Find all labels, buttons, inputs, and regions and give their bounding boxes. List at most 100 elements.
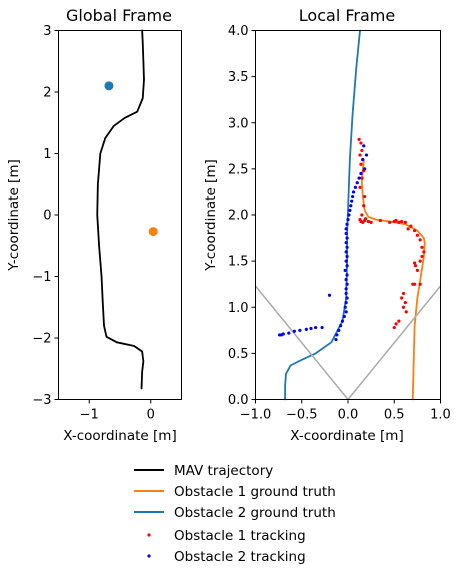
local-x-tick-label: 0.0 <box>338 408 359 423</box>
local-y-tick-label: 2.0 <box>228 209 249 224</box>
local-obstacle-2-tracking-point <box>344 231 348 236</box>
local-obstacle-2-tracking-point <box>355 181 359 185</box>
local-obstacle-1-tracking-point <box>403 220 407 224</box>
local-obstacle-2-tracking-point <box>345 296 349 300</box>
global-frame-axes-box <box>58 30 182 400</box>
global-obstacle-2-position-marker <box>104 81 114 91</box>
local-obstacle-2-tracking-point <box>309 326 313 331</box>
local-obstacle-2-tracking-point <box>344 250 348 254</box>
local-obstacle-1-tracking-point <box>378 218 382 223</box>
local-obstacle-2-tracking-point <box>279 333 283 337</box>
local-obstacle-1-tracking-point <box>406 227 410 231</box>
local-obstacle-1-tracking-point <box>363 194 367 199</box>
local-obstacle-1-tracking-point <box>388 220 392 224</box>
local-obstacle-1-tracking-point <box>360 176 364 180</box>
local-obstacle-2-tracking-point <box>304 327 308 331</box>
local-frame-ticks: −1.0 −0.5 0.0 0.5 1.0 0.0 0.5 1.0 1.5 2.0 2.5 3.0 3.… <box>228 24 451 423</box>
local-obstacle-1-tracking-point <box>413 264 418 268</box>
global-y-tick-label: 3 <box>43 24 51 39</box>
local-obstacle-2-tracking-point <box>363 167 367 171</box>
local-obstacle-2-tracking-point <box>351 194 355 199</box>
local-obstacle-2-ground-truth-line <box>284 29 361 401</box>
local-obstacle-1-tracking-point <box>415 268 419 272</box>
local-obstacle-2-tracking-point <box>345 264 349 268</box>
local-y-tick-label: 0.5 <box>228 347 249 362</box>
local-frame-y-axis-label: Y-coordinate [m] <box>203 159 219 272</box>
local-obstacle-1-tracking-point <box>422 250 426 254</box>
local-obstacle-1-tracking-point <box>404 310 408 314</box>
legend-label-obstacle-2-ground-truth: Obstacle 2 ground truth <box>174 505 336 521</box>
legend-marker-obstacle-2-tracking <box>147 554 151 558</box>
local-obstacle-1-tracking-point <box>363 218 367 223</box>
global-frame-x-axis-label: X-coordinate [m] <box>63 428 176 444</box>
local-obstacle-1-tracking-point <box>394 322 398 326</box>
local-frame-series <box>254 29 442 401</box>
global-y-tick-label: 0 <box>43 209 51 224</box>
local-obstacle-2-tracking-point <box>351 190 356 194</box>
local-obstacle-2-tracking-point <box>298 328 302 332</box>
local-y-tick-label: 1.0 <box>228 301 249 316</box>
local-obstacle-2-tracking-point <box>287 331 291 335</box>
global-y-tick-label: −1 <box>32 270 51 285</box>
local-obstacle-2-tracking-point <box>344 227 348 231</box>
local-obstacle-1-tracking-point <box>400 296 404 300</box>
local-obstacle-2-tracking-point <box>344 287 348 291</box>
local-obstacle-2-tracking-point <box>335 333 339 337</box>
local-obstacle-1-tracking-point <box>358 185 362 189</box>
legend-label-mav-trajectory: MAV trajectory <box>174 463 273 479</box>
local-obstacle-2-tracking-point <box>344 291 348 296</box>
local-obstacle-2-tracking-point <box>334 337 338 342</box>
local-obstacle-2-tracking-point <box>345 245 349 249</box>
local-obstacle-2-tracking-point <box>344 259 348 263</box>
local-frame-plot: Local Frame −1.0 −0.5 0.0 0.5 1.0 0.0 0.5 1.0 1.… <box>203 6 451 444</box>
local-obstacle-2-tracking-point <box>344 301 348 305</box>
local-obstacle-1-tracking-point <box>420 245 424 249</box>
local-obstacle-2-tracking-point <box>345 222 349 226</box>
local-obstacle-1-tracking-point <box>397 220 401 224</box>
local-obstacle-1-tracking-point <box>397 319 401 323</box>
global-y-tick-label: 1 <box>43 147 51 162</box>
local-obstacle-2-tracking-point <box>345 273 349 277</box>
local-y-tick-label: 4.0 <box>228 24 249 39</box>
local-obstacle-2-tracking-point <box>361 158 365 162</box>
local-obstacle-1-tracking-point <box>394 218 398 223</box>
global-y-tick-label: −2 <box>32 332 51 347</box>
local-obstacle-2-tracking-point <box>314 325 318 330</box>
local-obstacle-2-tracking-point <box>349 204 353 208</box>
local-obstacle-2-tracking-point <box>344 241 348 245</box>
local-obstacle-1-tracking-point <box>360 213 364 217</box>
local-obstacle-1-tracking-point <box>359 162 363 166</box>
global-y-tick-label: −3 <box>32 393 51 408</box>
legend-label-obstacle-1-ground-truth: Obstacle 1 ground truth <box>174 484 336 500</box>
local-obstacle-2-tracking-point <box>347 213 351 217</box>
local-obstacle-2-tracking-point <box>353 185 357 189</box>
local-obstacle-1-tracking-point <box>401 291 406 296</box>
local-obstacle-2-tracking-point <box>327 293 332 297</box>
global-mav-trajectory-line <box>96 29 145 390</box>
local-obstacle-1-tracking-point <box>409 224 413 228</box>
local-x-tick-label: −0.5 <box>286 408 318 423</box>
local-obstacle-2-tracking-point <box>362 144 366 148</box>
local-obstacle-2-tracking-point <box>346 218 350 222</box>
local-obstacle-1-tracking-point <box>369 220 373 224</box>
local-y-tick-label: 2.5 <box>228 162 249 177</box>
local-obstacle-1-tracking-point <box>366 219 370 224</box>
global-frame-title: Global Frame <box>66 6 172 25</box>
local-obstacle-2-tracking-point <box>344 310 348 314</box>
local-y-tick-label: 0.0 <box>228 393 249 408</box>
local-frame-title: Local Frame <box>299 6 395 25</box>
local-obstacle-1-tracking-point <box>359 141 363 145</box>
local-y-tick-label: 1.5 <box>228 255 249 270</box>
legend: MAV trajectory Obstacle 1 ground truth O… <box>134 463 336 565</box>
local-obstacle-1-tracking-point <box>413 282 417 286</box>
local-obstacle-1-tracking-point <box>413 261 417 265</box>
local-obstacle-2-tracking-point <box>343 268 347 272</box>
global-frame-ticks: −1 0 −3 −2 −1 0 1 2 3 <box>32 24 155 423</box>
local-obstacle-1-tracking-point <box>400 219 404 224</box>
local-obstacle-2-tracking-point <box>340 319 345 323</box>
local-frame-axes-box <box>255 30 441 400</box>
legend-label-obstacle-1-tracking: Obstacle 1 tracking <box>174 528 306 544</box>
local-frame-x-axis-label: X-coordinate [m] <box>290 428 403 444</box>
global-frame-plot: Global Frame −1 0 −3 −2 −1 0 1 2 3 X-coordinate … <box>6 6 182 444</box>
